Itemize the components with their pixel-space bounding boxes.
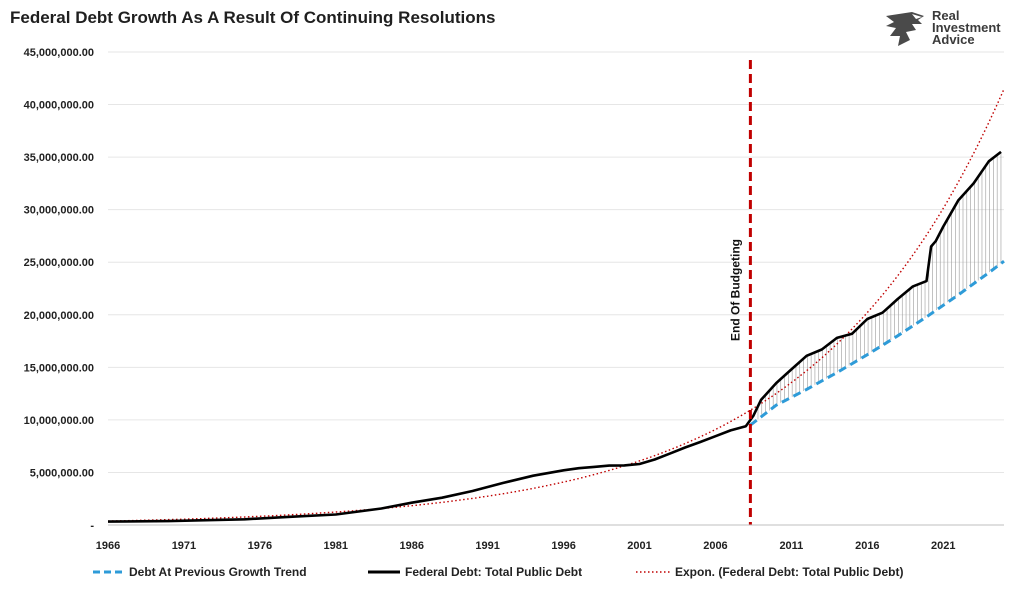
y-tick-label: 15,000,000.00 — [24, 362, 94, 374]
logo: Real Investment Advice — [882, 8, 1012, 50]
y-tick-label: 35,000,000.00 — [24, 152, 94, 164]
x-tick-label: 2006 — [703, 540, 727, 552]
x-tick-label: 2001 — [627, 540, 651, 552]
y-tick-label: 30,000,000.00 — [24, 205, 94, 217]
logo-line-3: Advice — [932, 32, 975, 47]
legend-label-trend: Debt At Previous Growth Trend — [129, 565, 307, 579]
legend-label-debt: Federal Debt: Total Public Debt — [405, 565, 582, 579]
x-tick-label: 1996 — [551, 540, 575, 552]
series-expon-line — [107, 88, 1005, 522]
legend-label-expon: Expon. (Federal Debt: Total Public Debt) — [675, 565, 903, 579]
series-federal-debt-line — [107, 150, 1002, 523]
series-trend-line — [749, 260, 1005, 427]
logo-line-2: Investment — [932, 20, 1001, 35]
x-tick-label: 1986 — [399, 540, 423, 552]
x-tick-label: 2021 — [931, 540, 955, 552]
y-tick-label: 40,000,000.00 — [24, 100, 94, 112]
y-tick-label: 25,000,000.00 — [24, 257, 94, 269]
x-tick-label: 1971 — [172, 540, 196, 552]
logo-text: Real Investment Advice — [932, 8, 1001, 47]
x-tick-label: 1981 — [324, 540, 348, 552]
x-tick-label: 2011 — [779, 540, 803, 552]
y-tick-label: - — [90, 520, 94, 532]
x-tick-label: 1966 — [96, 540, 120, 552]
y-tick-label: 5,000,000.00 — [30, 467, 94, 479]
x-tick-label: 1991 — [475, 540, 499, 552]
x-tick-label: 2016 — [855, 540, 879, 552]
logo-line-1: Real — [932, 8, 960, 23]
y-tick-label: 45,000,000.00 — [24, 47, 94, 59]
end-of-budgeting-label: End Of Budgeting — [728, 239, 742, 341]
eagle-logo-icon — [886, 12, 924, 46]
y-tick-label: 20,000,000.00 — [24, 310, 94, 322]
y-tick-label: 10,000,000.00 — [24, 415, 94, 427]
chart-title: Federal Debt Growth As A Result Of Conti… — [10, 8, 496, 27]
x-tick-label: 1976 — [248, 540, 272, 552]
